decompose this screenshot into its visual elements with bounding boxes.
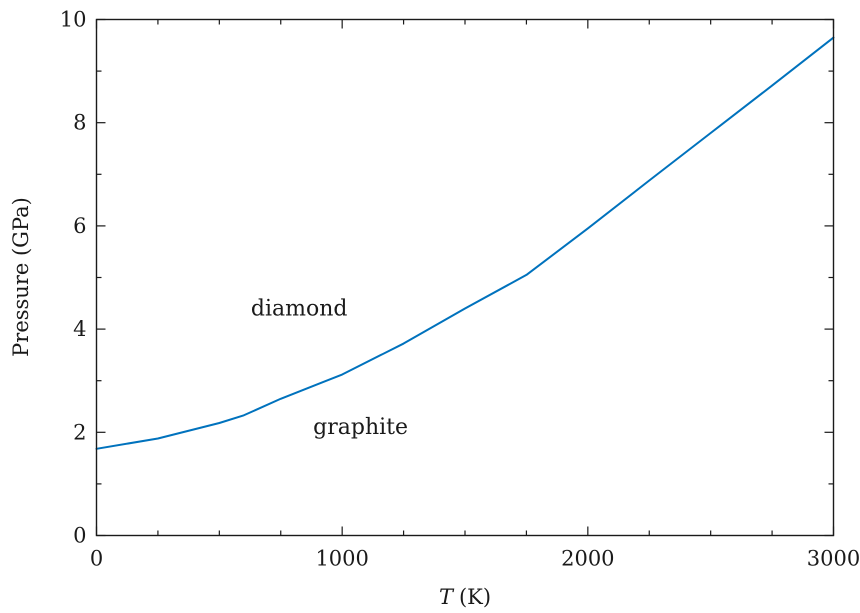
x-axis-variable: T <box>439 585 455 609</box>
y-tick-label: 2 <box>73 420 86 444</box>
plot-frame <box>95 18 835 537</box>
y-tick-labels: 0 2 4 6 8 10 <box>60 8 87 548</box>
axis-ticks <box>95 18 835 537</box>
region-label-graphite: graphite <box>313 415 408 440</box>
x-axis-unit: (K) <box>459 585 491 609</box>
annotations: diamond graphite <box>251 296 408 440</box>
x-tick-label: 2000 <box>561 547 614 571</box>
series-line <box>95 36 835 450</box>
y-tick-label: 4 <box>73 317 86 341</box>
x-tick-labels: 0 1000 2000 3000 <box>90 547 860 571</box>
x-tick-label: 3000 <box>807 547 860 571</box>
y-tick-label: 10 <box>60 8 87 32</box>
y-tick-label: 6 <box>73 214 86 238</box>
y-tick-label: 8 <box>73 111 86 135</box>
y-axis-title: Pressure (GPa) <box>9 197 33 357</box>
region-label-diamond: diamond <box>251 296 348 321</box>
x-tick-label: 1000 <box>315 547 368 571</box>
y-tick-label: 0 <box>73 524 86 548</box>
x-axis-title: T (K) <box>439 585 491 609</box>
plot-series <box>95 36 835 450</box>
x-tick-label: 0 <box>90 547 103 571</box>
